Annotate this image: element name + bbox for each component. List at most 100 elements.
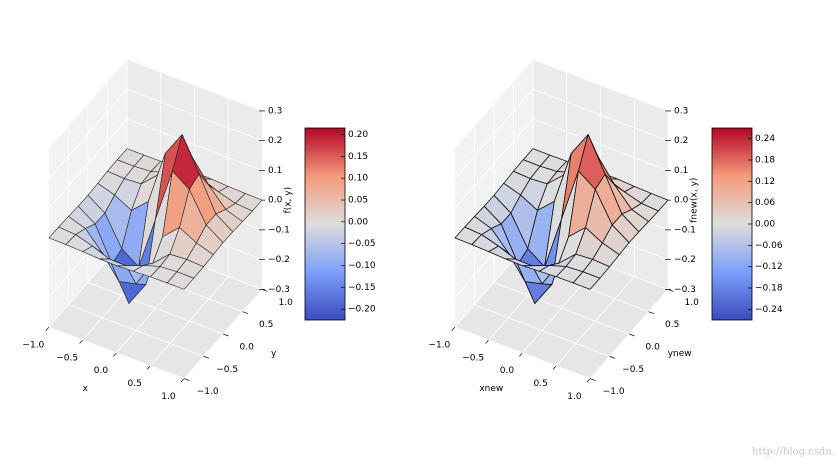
colorbar	[711, 127, 753, 321]
colorbar-tick-label: −0.18	[755, 284, 783, 294]
colorbar-tick-label: −0.20	[348, 305, 376, 315]
grid-line	[68, 304, 204, 357]
x-tick	[586, 378, 591, 383]
x-tick-label: 0.5	[128, 379, 142, 389]
y-tick	[648, 311, 655, 315]
z-tick-label: −0.3	[674, 285, 696, 295]
y-tick-label: −1.0	[603, 387, 625, 397]
grid-line	[532, 88, 669, 142]
x-tick-label: −0.5	[56, 353, 78, 363]
z-tick-label: 0.2	[674, 136, 688, 146]
y-tick-label: −1.0	[197, 387, 219, 397]
x-tick	[180, 378, 185, 383]
colorbar-tick-label: 0.00	[348, 217, 368, 227]
grid-line	[454, 88, 534, 179]
z-tick-label: −0.1	[674, 225, 696, 235]
axes-3d: −1.0 −0.5 0.0 0.5 1.0 −1.0 −0.5 0.0 0.5 1.0 −0.3 −0…	[22, 58, 376, 402]
colorbar-tick-label: 0.12	[755, 177, 775, 187]
y-tick-label: 1.0	[685, 298, 700, 308]
x-tick	[451, 326, 456, 331]
grid-line	[474, 304, 610, 357]
colorbar-tick-label: 0.15	[348, 152, 368, 162]
z-tick-label: 0.0	[674, 196, 689, 206]
colorbar-tick-label: −0.15	[348, 283, 376, 293]
y-tick	[628, 333, 635, 337]
colorbar-tick-label: 0.24	[755, 134, 775, 144]
y-tick-label: 0.0	[240, 342, 255, 352]
axes-3d: −1.0 −0.5 0.0 0.5 1.0 −1.0 −0.5 0.0 0.5 1.0 −0.3 −0…	[428, 58, 783, 402]
grid-line	[126, 88, 263, 142]
y-tick	[222, 333, 229, 337]
z-axis-label: f(x, y)	[284, 187, 294, 214]
colorbar	[304, 127, 346, 321]
x-tick	[552, 365, 557, 370]
x-tick-label: 0.0	[500, 366, 515, 376]
colorbar-tick-label: −0.24	[755, 305, 783, 315]
colorbar-tick-label: 0.20	[348, 130, 368, 140]
z-tick-label: −0.1	[268, 225, 290, 235]
y-tick	[242, 311, 249, 315]
y-tick-label: 0.5	[259, 320, 273, 330]
grid-line	[454, 118, 534, 209]
x-tick-label: 1.0	[567, 392, 582, 402]
z-tick-label: 0.1	[674, 166, 688, 176]
z-tick-label: 0.3	[674, 106, 688, 116]
y-tick	[183, 378, 190, 381]
grid-line	[126, 118, 263, 171]
colorbar-tick-label: 0.18	[755, 156, 775, 166]
colorbar-tick-label: −0.06	[755, 241, 783, 251]
x-tick-label: −1.0	[22, 340, 44, 350]
x-tick-label: 0.0	[94, 366, 109, 376]
grid-line	[532, 118, 669, 171]
colorbar-tick-label: −0.10	[348, 261, 376, 271]
x-tick	[79, 339, 83, 344]
y-axis-label: y	[271, 349, 277, 359]
colorbar-tick-label: −0.05	[348, 239, 376, 249]
x-tick	[519, 352, 523, 357]
x-tick-label: 0.5	[534, 379, 548, 389]
grid-line	[493, 282, 630, 335]
x-axis-label: x	[83, 384, 89, 394]
y-tick-label: 0.0	[646, 342, 661, 352]
z-tick-label: −0.3	[268, 285, 290, 295]
x-tick	[146, 365, 151, 370]
grid-line	[532, 59, 669, 112]
z-tick-label: 0.3	[268, 106, 282, 116]
x-tick	[485, 339, 489, 344]
z-tick-label: −0.2	[674, 255, 696, 265]
grid-line	[454, 59, 534, 149]
surface-patch	[572, 271, 601, 290]
colorbar-tick-label: 0.05	[348, 196, 368, 206]
grid-line	[126, 59, 263, 112]
y-tick	[203, 355, 210, 359]
x-axis-label: xnew	[479, 384, 503, 394]
watermark: http://blog.csdn.n	[752, 447, 835, 458]
x-tick	[45, 326, 50, 331]
z-tick-label: −0.2	[268, 255, 290, 265]
x-tick-label: −0.5	[462, 353, 484, 363]
grid-line	[48, 59, 128, 149]
y-tick	[589, 378, 596, 381]
y-tick-label: 1.0	[279, 298, 294, 308]
y-tick	[609, 355, 616, 359]
grid-line	[48, 118, 128, 209]
grid-line	[454, 326, 591, 379]
z-tick-label: 0.2	[268, 136, 282, 146]
x-tick-label: −1.0	[428, 340, 450, 350]
y-tick-label: −0.5	[216, 365, 238, 375]
colorbar-tick-label: 0.00	[755, 220, 775, 230]
x-tick-label: 1.0	[161, 392, 176, 402]
x-tick	[113, 352, 117, 357]
grid-line	[87, 282, 224, 335]
colorbar-tick-label: 0.10	[348, 174, 368, 184]
colorbar-tick-label: 0.06	[755, 198, 775, 208]
y-axis-label: ynew	[668, 349, 692, 359]
z-tick-label: 0.0	[268, 196, 283, 206]
z-tick-label: 0.1	[268, 166, 282, 176]
y-tick-label: 0.5	[665, 320, 679, 330]
surface-patch	[166, 271, 195, 290]
colorbar-tick-label: −0.12	[755, 262, 783, 272]
grid-line	[48, 88, 128, 179]
grid-line	[48, 326, 185, 379]
